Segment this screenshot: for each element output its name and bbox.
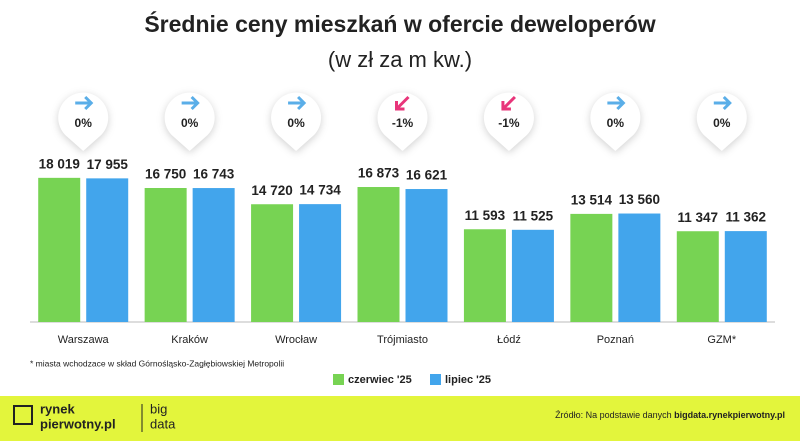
value-label: 13 560 [619, 192, 660, 207]
value-label: 14 720 [251, 183, 292, 198]
x-tick-label: Kraków [171, 334, 208, 346]
x-tick-label: Poznań [597, 334, 634, 346]
change-bubble [696, 92, 747, 151]
logo-icon [13, 405, 33, 425]
change-bubble [271, 92, 322, 151]
legend-label: czerwiec '25 [348, 374, 412, 386]
change-arrow [75, 95, 94, 111]
value-label: 16 743 [193, 167, 235, 182]
change-arrow [501, 95, 516, 111]
value-label: 11 362 [726, 210, 767, 225]
bar [618, 213, 661, 322]
legend-swatch [333, 374, 344, 385]
chart-subtitle: (w zł za m kw.) [328, 47, 472, 72]
change-arrow [181, 95, 200, 111]
change-label: 0% [181, 116, 199, 130]
change-label: 0% [75, 116, 93, 130]
logo-text: rynek [40, 401, 75, 416]
x-tick-label: Warszawa [58, 334, 110, 346]
logo-big: big [150, 401, 167, 416]
value-label: 11 525 [513, 208, 554, 223]
change-label: -1% [392, 116, 414, 130]
source-link: bigdata.rynekpierwotny.pl [674, 410, 785, 420]
bar [570, 213, 613, 322]
bar [405, 189, 448, 322]
legend-swatch [430, 374, 441, 385]
change-label: 0% [607, 116, 625, 130]
value-label: 11 593 [465, 208, 506, 223]
logo-text: pierwotny.pl [40, 416, 116, 431]
change-arrow [395, 95, 410, 111]
change-bubble [483, 92, 534, 151]
bar [144, 188, 187, 322]
chart-title: Średnie ceny mieszkań w ofercie dewelope… [144, 10, 655, 37]
bar [724, 231, 767, 322]
x-tick-label: Wrocław [275, 334, 317, 346]
bar [86, 178, 129, 322]
change-arrow [607, 95, 626, 111]
bar [357, 187, 400, 322]
bar [511, 229, 554, 322]
value-label: 17 955 [87, 157, 129, 172]
x-tick-label: Trójmiasto [377, 334, 428, 346]
value-label: 18 019 [39, 156, 80, 171]
footer-band [0, 396, 800, 441]
value-label: 14 734 [299, 183, 341, 198]
change-arrow [713, 95, 732, 111]
x-tick-label: Łódź [497, 334, 521, 346]
value-label: 13 514 [571, 192, 613, 207]
legend-label: lipiec '25 [445, 374, 491, 386]
change-label: -1% [498, 116, 520, 130]
value-label: 16 873 [358, 166, 400, 181]
bar [463, 229, 506, 322]
bar [192, 188, 235, 322]
bar [38, 177, 81, 322]
logo-data: data [150, 416, 176, 431]
change-bubble [590, 92, 641, 151]
value-label: 16 621 [406, 168, 448, 183]
change-bubble [377, 92, 428, 151]
value-label: 11 347 [678, 210, 719, 225]
value-label: 16 750 [145, 167, 186, 182]
change-bubble [58, 92, 109, 151]
change-label: 0% [713, 116, 731, 130]
change-arrow [288, 95, 307, 111]
change-label: 0% [287, 116, 305, 130]
bar [251, 204, 294, 322]
source: Źródło: Na podstawie danych bigdata.ryne… [555, 410, 785, 420]
footnote: * miasta wchodzace w skład Górnośląsko-Z… [30, 358, 284, 368]
bar [299, 204, 342, 322]
x-tick-label: GZM* [707, 334, 736, 346]
change-bubble [164, 92, 215, 151]
bar [676, 231, 719, 322]
source-text: Źródło: Na podstawie danych [555, 410, 674, 420]
